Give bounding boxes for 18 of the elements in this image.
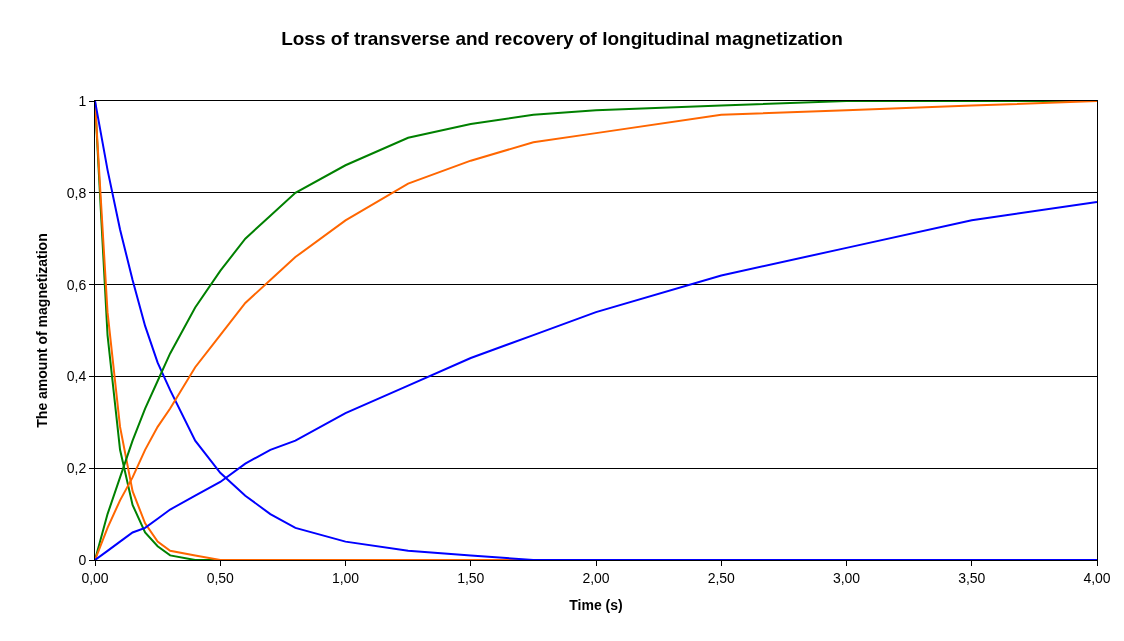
x-tick-label: 2,50: [707, 569, 736, 586]
y-tick-label: 0,8: [66, 184, 87, 201]
x-tick-label: 0,50: [206, 569, 235, 586]
y-axis-title: The amount of magnetization: [34, 233, 51, 428]
chart-title: Loss of transverse and recovery of longitudinal magnetization: [281, 28, 843, 50]
x-tick-label: 0,00: [81, 569, 109, 586]
y-tick-label: 0: [78, 551, 87, 568]
x-tick-label: 1,50: [457, 569, 485, 586]
x-tick-label: 3,50: [958, 569, 986, 586]
x-axis-title: Time (s): [569, 597, 623, 614]
y-tick-label: 0,4: [66, 368, 87, 385]
x-tick-label: 4,00: [1083, 569, 1111, 586]
x-tick-label: 1,00: [331, 569, 360, 586]
y-tick-label: 0,2: [66, 460, 87, 477]
x-tick-label: 2,00: [582, 569, 610, 586]
y-tick-label: 1: [78, 92, 87, 109]
x-tick-label: 3,00: [832, 569, 861, 586]
y-tick-label: 0,6: [66, 276, 87, 293]
